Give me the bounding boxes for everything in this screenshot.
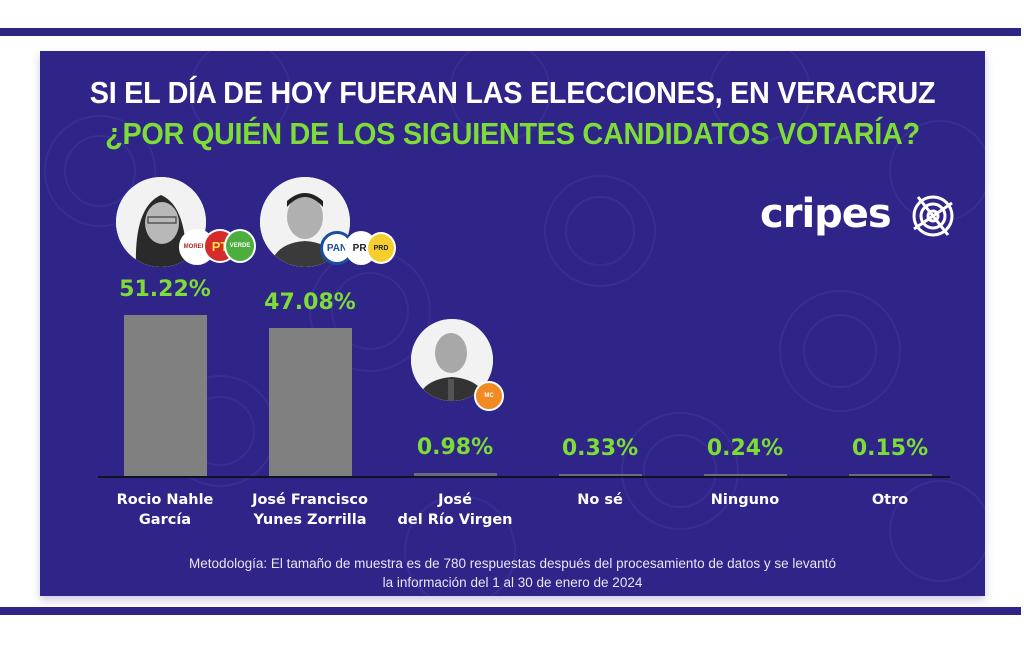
cripeso-logo: cripes <box>760 189 960 239</box>
party-logo-verde: VERDE <box>224 229 256 263</box>
category-label: Ninguno <box>670 490 820 510</box>
data-label: 0.15% <box>851 436 929 461</box>
category-label-line-2: del Río Virgen <box>397 512 513 528</box>
methodology-line-2: la información del 1 al 30 de enero de 2… <box>382 575 643 590</box>
data-label: 0.33% <box>561 436 639 461</box>
chart-title: SI EL DÍA DE HOY FUERAN LAS ELECCIONES, … <box>89 75 936 110</box>
category-label-line-1: Otro <box>871 492 909 508</box>
category-label-line-1: José <box>438 492 472 508</box>
methodology-line-1: Metodología: El tamaño de muestra es de … <box>189 556 836 571</box>
data-label: 47.08% <box>264 290 356 316</box>
bar <box>268 328 352 476</box>
candidate-photo-rocio-nahle <box>116 177 206 267</box>
category-label-line-2: Yunes Zorrilla <box>253 512 367 528</box>
data-label: 51.22% <box>119 277 211 303</box>
party-logo-prd: PRD <box>366 232 396 264</box>
poll-panel: SI EL DÍA DE HOY FUERAN LAS ELECCIONES, … <box>40 51 985 596</box>
category-label: Rocio Nahle García <box>90 490 240 530</box>
category-label-line-1: Ninguno <box>710 492 780 508</box>
bar <box>848 474 932 476</box>
category-label: Otro <box>815 490 965 510</box>
category-label-line-1: José Francisco <box>252 492 368 508</box>
category-label: José del Río Virgen <box>380 490 530 530</box>
top-frame-bar <box>0 28 1021 36</box>
bar <box>413 472 497 476</box>
category-label: José Francisco Yunes Zorrilla <box>235 490 385 530</box>
category-label-line-1: No sé <box>577 492 623 508</box>
target-icon <box>912 195 954 237</box>
category-label-line-2: García <box>138 512 192 528</box>
data-label: 0.98% <box>416 434 494 460</box>
category-label: No sé <box>525 490 675 510</box>
bar <box>558 474 642 476</box>
bottom-frame-bar <box>0 607 1021 615</box>
x-axis-line <box>98 476 950 478</box>
category-label-line-1: Rocio Nahle <box>116 492 214 508</box>
bar-chart: 51.22% Rocio Nahle García 47.08% José Franci… <box>40 51 985 596</box>
bar <box>123 315 207 476</box>
logo-text: cripes <box>760 191 892 237</box>
party-logo-mc: MC <box>474 381 504 411</box>
bar <box>703 474 787 476</box>
data-label: 0.24% <box>706 436 784 461</box>
chart-question: ¿POR QUIÉN DE LOS SIGUIENTES CANDIDATOS … <box>105 116 920 151</box>
methodology-note: Metodología: El tamaño de muestra es de … <box>40 554 985 592</box>
